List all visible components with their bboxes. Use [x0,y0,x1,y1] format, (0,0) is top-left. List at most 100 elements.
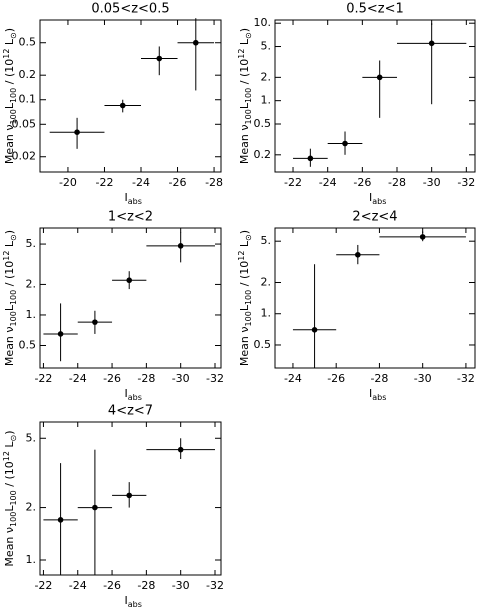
y-tick-label: 0.2 [19,68,37,81]
y-label-part: L [238,304,251,311]
y-label-part: Mean ν [238,326,251,366]
data-point [428,40,435,47]
data-point [57,517,64,523]
y-tick-label: 1. [261,307,272,320]
y-label-part: / (10 [3,59,16,88]
y-label-part: / (10 [238,59,251,88]
y-tick-label: 1. [26,308,37,321]
y-label-part: ⊙ [9,234,18,241]
x-tick-label: -24 [69,372,87,385]
y-tick-label: 5. [26,237,37,250]
y-label-part: 100 [244,311,253,326]
x-tick-label: -22 [34,372,52,385]
data-point [92,319,98,325]
y-tick-label: 5. [261,40,272,53]
y-label-part: 12 [2,251,11,261]
y-label-part: ⊙ [244,234,253,241]
x-label-part: abs [372,197,386,206]
y-tick-label: 0.1 [19,93,37,106]
y-axis-label: Mean ν100L100 / (1012 L⊙) [2,430,18,566]
x-label-part: abs [128,393,142,402]
y-label-part: 100 [9,88,18,103]
x-tick-label: -26 [327,372,345,385]
panel-title: 4<z<7 [108,404,153,419]
data-point [74,129,80,135]
y-label-part: 100 [9,311,18,326]
plot-frame [274,19,476,173]
y-label-part: Mean ν [238,124,251,164]
x-tick-label: -30 [423,176,441,189]
data-point [156,55,163,62]
x-tick-label: -26 [169,176,187,189]
x-label-part: I [369,191,372,204]
data-point [57,331,64,337]
x-tick-label: -30 [172,372,190,385]
x-tick-label: -30 [414,372,432,385]
x-tick-label: -26 [103,372,121,385]
x-tick-label: -24 [284,372,302,385]
data-point [342,140,348,147]
x-label-part: abs [372,393,386,402]
y-axis-label: Mean ν100L100 / (1012 L⊙) [2,230,18,366]
y-tick-label: 1. [261,94,272,107]
data-point [119,102,126,109]
y-label-part: ) [238,28,251,32]
y-tick-label: 0.2 [254,148,272,161]
x-tick-label: -32 [457,176,475,189]
y-label-part: 100 [244,290,253,305]
y-label-part: ) [238,230,251,234]
y-label-part: Mean ν [3,527,16,567]
y-axis-label: Mean ν100L100 / (1012 L⊙) [2,28,18,164]
x-label-part: I [369,387,372,400]
panel-title: 1<z<2 [108,210,153,225]
y-label-part: 12 [2,451,11,461]
x-axis-label: Iabs [369,387,386,402]
y-tick-label: 0.05 [12,117,37,130]
plot-frame [39,19,222,173]
x-label-part: I [125,387,128,400]
panel-title: 0.5<z<1 [346,2,404,17]
data-point [311,327,318,333]
y-tick-label: 2. [26,277,37,290]
y-label-part: / (10 [3,261,16,290]
x-tick-label: -22 [95,176,113,189]
y-label-part: L [3,38,16,48]
y-tick-label: 2. [261,275,272,288]
y-label-part: L [3,505,16,512]
y-label-part: / (10 [238,261,251,290]
y-label-part: ⊙ [9,435,18,442]
x-tick-label: -26 [103,579,121,592]
x-tick-label: -32 [206,579,224,592]
y-tick-label: 2. [26,501,37,514]
x-tick-label: -28 [137,372,155,385]
y-tick-label: 0.5 [254,338,272,351]
y-tick-label: 10. [254,16,272,29]
y-label-part: L [3,240,16,250]
y-axis-label: Mean ν100L100 / (1012 L⊙) [237,28,253,164]
y-label-part: 12 [2,49,11,59]
data-point [177,446,184,453]
y-label-part: 12 [237,49,246,59]
x-tick-label: -28 [137,579,155,592]
y-tick-label: 0.5 [19,338,37,351]
x-label-part: abs [128,197,142,206]
y-label-part: L [238,240,251,250]
y-label-part: 100 [9,512,18,527]
data-point [419,234,426,240]
y-tick-label: 0.5 [19,36,37,49]
data-point [192,39,199,46]
data-point [126,277,133,284]
y-label-part: Mean ν [3,124,16,164]
data-point [307,155,314,162]
x-label-part: I [125,191,128,204]
x-tick-label: -32 [206,372,224,385]
data-point [92,504,98,511]
x-tick-label: -24 [69,579,87,592]
panel-title: 2<z<4 [352,210,397,225]
y-label-part: L [3,304,16,311]
x-tick-label: -24 [132,176,150,189]
data-point [177,243,184,249]
x-tick-label: -22 [284,176,302,189]
y-label-part: L [3,102,16,109]
y-label-part: Mean ν [3,326,16,366]
